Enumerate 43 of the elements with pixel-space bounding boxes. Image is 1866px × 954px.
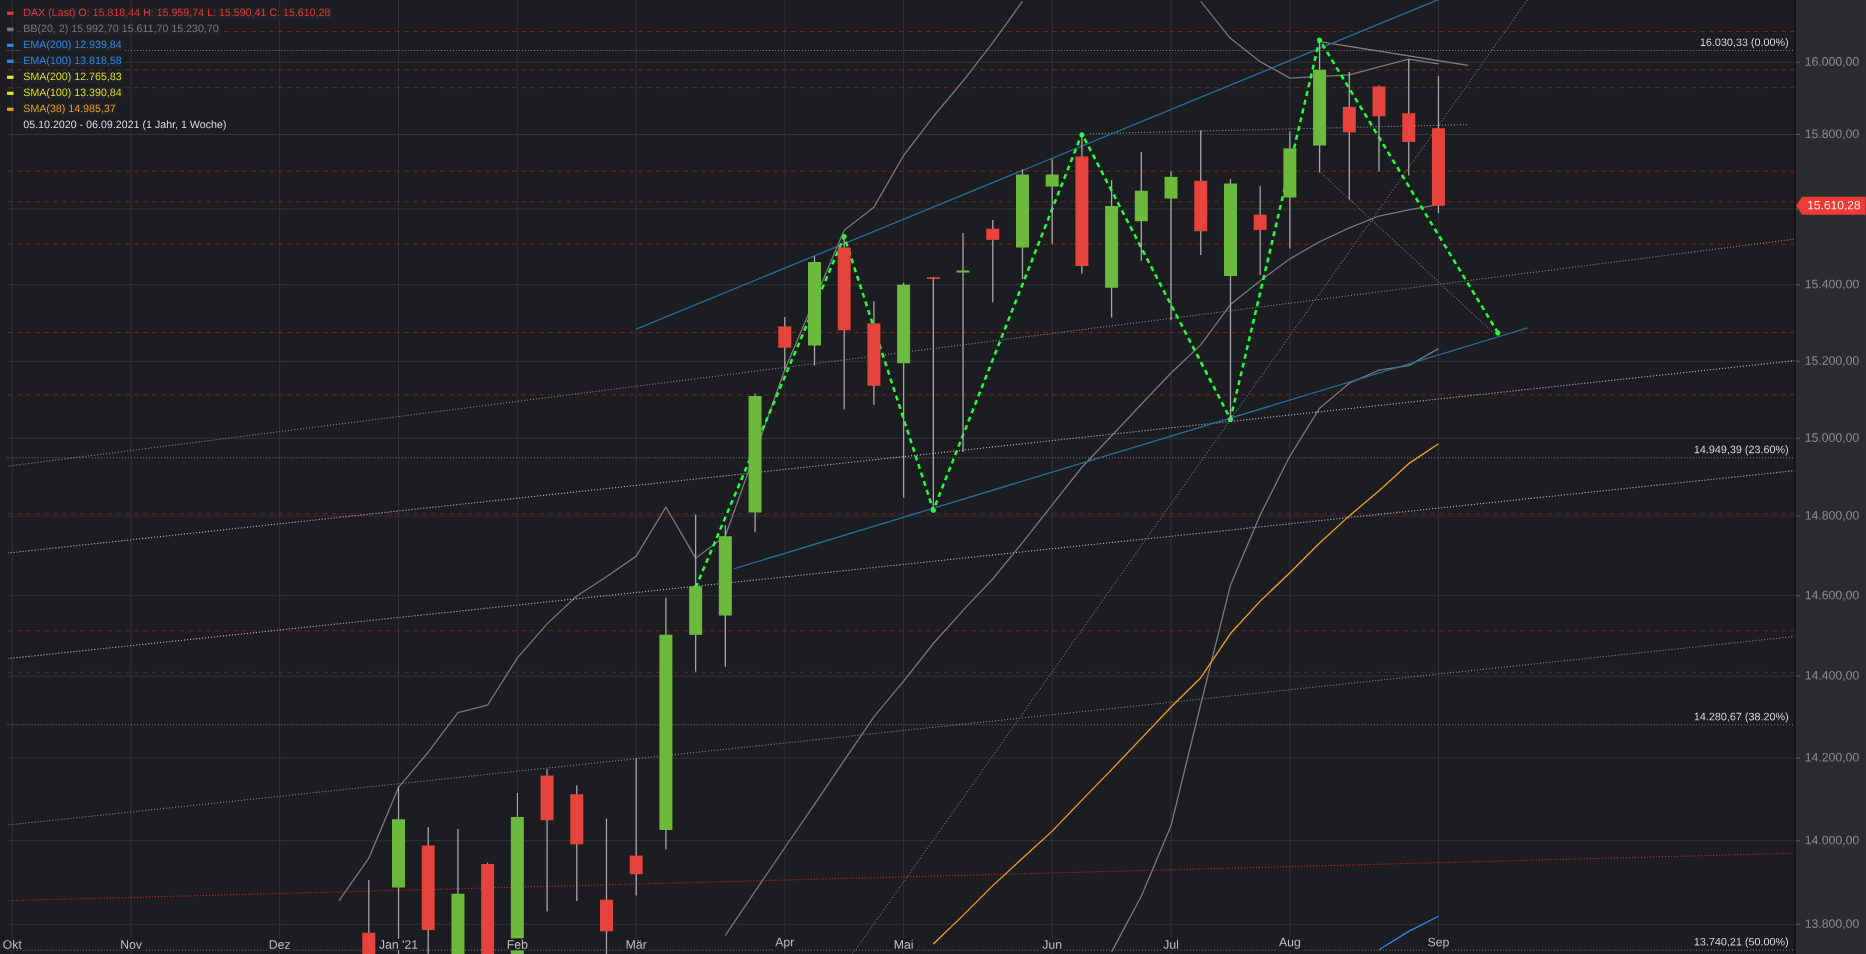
text: 05.10.2020 - 06.09.2021 (1 Jahr, 1 Woche): [23, 120, 226, 131]
y-tick-label: 14.400,00: [1805, 670, 1859, 682]
x-tick-label: Mai: [894, 939, 913, 949]
candlestick: [629, 757, 643, 897]
x-tick-label: Sep: [1428, 937, 1449, 949]
legend-label: DAX (Last) O: 15.818,44 H: 15.959,74 L: 15.590,41 C: 15.610,28: [24, 8, 330, 19]
x-tick-label: Dez: [269, 940, 290, 949]
ref-line-label: 16.030,33 (0.00%): [1700, 38, 1789, 49]
candlestick: [778, 316, 792, 371]
x-tick-label: Jul: [1163, 939, 1179, 949]
legend-label: EMA(100) 13.818,58: [24, 56, 122, 67]
y-tick-label: 14.800,00: [1805, 510, 1859, 522]
x-tick-label: Apr: [775, 937, 795, 949]
x-tick-label: Nov: [121, 940, 142, 949]
x-tick-label: Okt: [3, 939, 22, 949]
ref-line-label: 13.740,21 (50.00%): [1694, 937, 1789, 948]
y-tick-label: 14.600,00: [1805, 590, 1859, 601]
candlestick: [1164, 170, 1178, 321]
point: [1495, 330, 1501, 336]
x-tick-label: Jun: [1042, 940, 1062, 949]
y-tick-label: 15.200,00: [1805, 356, 1859, 367]
candlestick: [1253, 185, 1267, 276]
legend-label: SMA(200) 12.765,83: [23, 72, 122, 83]
legend-label: SMA(38) 14.985,37: [23, 104, 116, 115]
ref-line-label: 14.280,67 (38.20%): [1694, 712, 1789, 723]
y-tick-label: 14.200,00: [1805, 752, 1859, 764]
legend-label: SMA(100) 13.390,84: [23, 88, 122, 99]
x-tick-label: Aug: [1278, 937, 1301, 949]
text: 15.610,28: [1808, 200, 1861, 211]
legend-label: EMA(200) 12.939,84: [24, 40, 122, 51]
x-tick-label: Jan '21: [379, 940, 418, 949]
y-tick-label: 13.800,00: [1805, 919, 1859, 930]
y-tick-label: 14.000,00: [1805, 835, 1859, 846]
legend-label: BB(20, 2) 15.992,70 15.611,70 15.230,70: [24, 24, 219, 35]
x-tick-label: Feb: [507, 939, 528, 949]
y-tick-label: 15.000,00: [1805, 433, 1859, 444]
y-tick-label: 15.800,00: [1805, 129, 1859, 140]
y-tick-label: 15.400,00: [1805, 279, 1859, 290]
x-tick-label: Mär: [626, 940, 647, 949]
y-tick-label: 16.000,00: [1805, 57, 1859, 68]
ref-line-label: 14.949,39 (23.60%): [1694, 445, 1789, 456]
candlestick: [1045, 158, 1059, 245]
candlestick: [986, 219, 1000, 303]
